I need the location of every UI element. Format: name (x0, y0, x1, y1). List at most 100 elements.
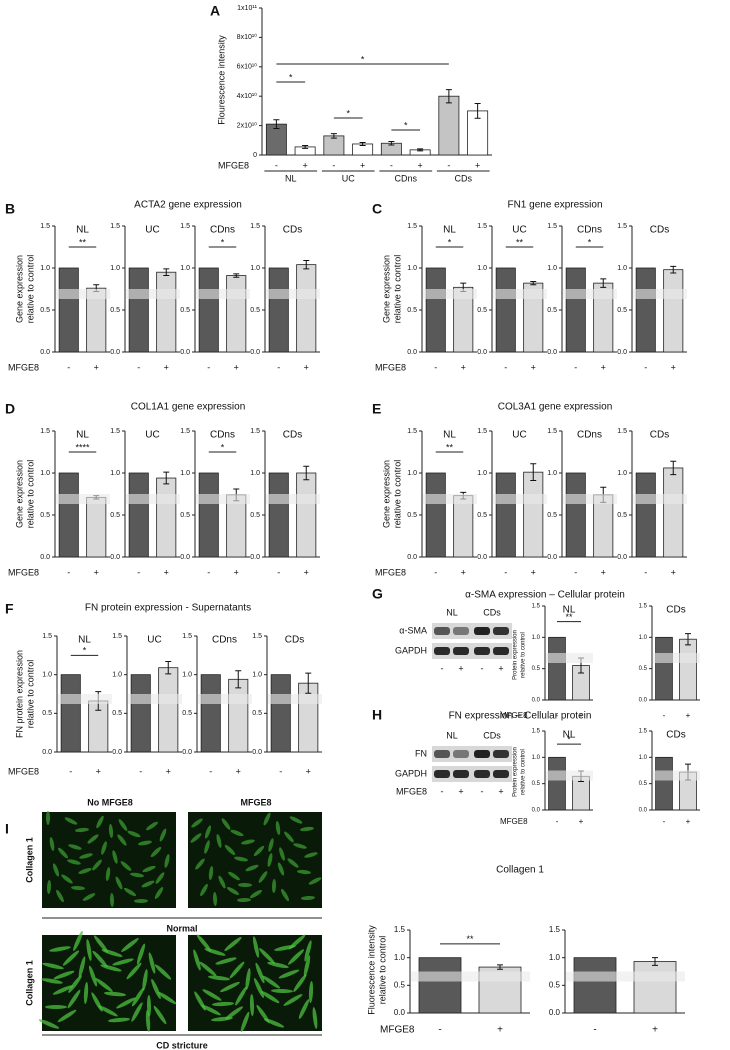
y-tick-label: 0.5 (407, 307, 417, 314)
y-tick-label: 0.0 (639, 808, 648, 814)
cell (45, 1005, 67, 1009)
bar (58, 472, 79, 558)
subplot-title: NL (443, 430, 456, 441)
error-bar (474, 103, 481, 119)
y-tick-label: 0.5 (180, 307, 190, 314)
y-tick-label: 1.0 (40, 470, 50, 477)
y-tick-label: 0.5 (250, 307, 260, 314)
reference-band (566, 971, 685, 982)
cell (141, 880, 155, 888)
cell (49, 946, 71, 952)
y-tick-label: 1.5 (110, 223, 120, 230)
y-tick-label: 0.5 (547, 512, 557, 519)
significance-label: * (448, 237, 452, 247)
y-tick-label: 1.5 (112, 633, 122, 640)
x-tick-label: - (279, 766, 282, 776)
image-caption: CD stricture (156, 1040, 208, 1050)
x-tick-label: - (593, 1025, 596, 1036)
y-axis-title: Flourescence intensity (216, 35, 226, 125)
cell (98, 1005, 118, 1017)
subplot-title: NL (563, 605, 576, 616)
x-tick-label: - (139, 766, 142, 776)
blot-band (434, 647, 450, 655)
bar (633, 961, 677, 1014)
blot-band (474, 627, 490, 635)
y-tick-label: 0.5 (182, 710, 192, 717)
cell (284, 831, 294, 843)
error-bar (670, 265, 677, 274)
cell (49, 837, 55, 851)
x-tick-label: + (461, 567, 466, 577)
cell (153, 1005, 167, 1025)
cell (226, 887, 240, 895)
blot-band (493, 750, 509, 758)
x-tick-label: + (164, 567, 169, 577)
cell (41, 978, 63, 984)
y-tick-label: 1.0 (639, 755, 648, 761)
error-bar (302, 144, 309, 149)
y-tick-label: 1.0 (547, 470, 557, 477)
reference-band (56, 494, 110, 504)
y-tick-label: 1.0 (477, 470, 487, 477)
x-axis-title: MFGE8 (375, 362, 406, 372)
cell (287, 949, 305, 965)
blot-lane-label: + (458, 663, 463, 673)
significance-label: ** (516, 237, 524, 247)
y-tick-label: 0.0 (250, 349, 260, 356)
y-tick-label: 1.0 (639, 635, 648, 641)
cell (293, 843, 307, 849)
subplot-title: UC (147, 635, 161, 646)
cell (193, 949, 201, 971)
y-tick-label: 1.0 (617, 470, 627, 477)
y-axis-title: relative to control (392, 255, 402, 324)
y-tick-label: 0.5 (547, 307, 557, 314)
reference-band (411, 971, 530, 982)
x-axis-title: MFGE8 (218, 160, 249, 170)
cell (67, 989, 81, 1009)
bar (663, 269, 684, 353)
cell (304, 852, 318, 858)
cell (201, 1004, 221, 1016)
y-tick-label: 0.5 (477, 512, 487, 519)
cell (218, 875, 226, 889)
cell (204, 840, 210, 854)
subplot-title: CDs (650, 225, 669, 236)
cell (275, 821, 281, 835)
x-axis-title: MFGE8 (380, 1025, 415, 1036)
cell (79, 853, 93, 859)
panel-label: H (372, 707, 382, 723)
x-tick-label: - (275, 160, 278, 170)
x-tick-label: - (644, 362, 647, 372)
y-tick-label: 1.5 (252, 633, 262, 640)
cell (202, 989, 222, 1001)
subplot-title: CDs (666, 730, 685, 741)
cell (287, 858, 299, 868)
panel-label: A (210, 3, 220, 19)
bar (158, 667, 179, 753)
blot-lane-label: - (481, 786, 484, 796)
subplot-title: NL (76, 225, 89, 236)
cell (146, 821, 158, 831)
error-bar (330, 133, 337, 139)
y-axis-title: relative to control (25, 460, 35, 529)
x-tick-label: + (686, 711, 691, 720)
x-tick-label: - (209, 766, 212, 776)
bar (130, 674, 151, 753)
cell (154, 964, 172, 980)
cell (78, 868, 92, 874)
blot-lane-label: + (498, 786, 503, 796)
cell (159, 828, 167, 842)
panel-title: Collagen 1 (496, 865, 544, 876)
blot-band (434, 750, 450, 758)
cell (61, 874, 73, 884)
cell (62, 950, 80, 966)
x-tick-label: - (207, 362, 210, 372)
y-tick-label: 0.0 (617, 554, 627, 561)
cell (267, 853, 273, 867)
error-bar (652, 957, 658, 966)
y-tick-label: 1.5 (250, 223, 260, 230)
cell (109, 893, 115, 907)
subplot-title: CDs (283, 430, 302, 441)
blot-strip (432, 643, 512, 659)
cell (108, 1017, 130, 1023)
